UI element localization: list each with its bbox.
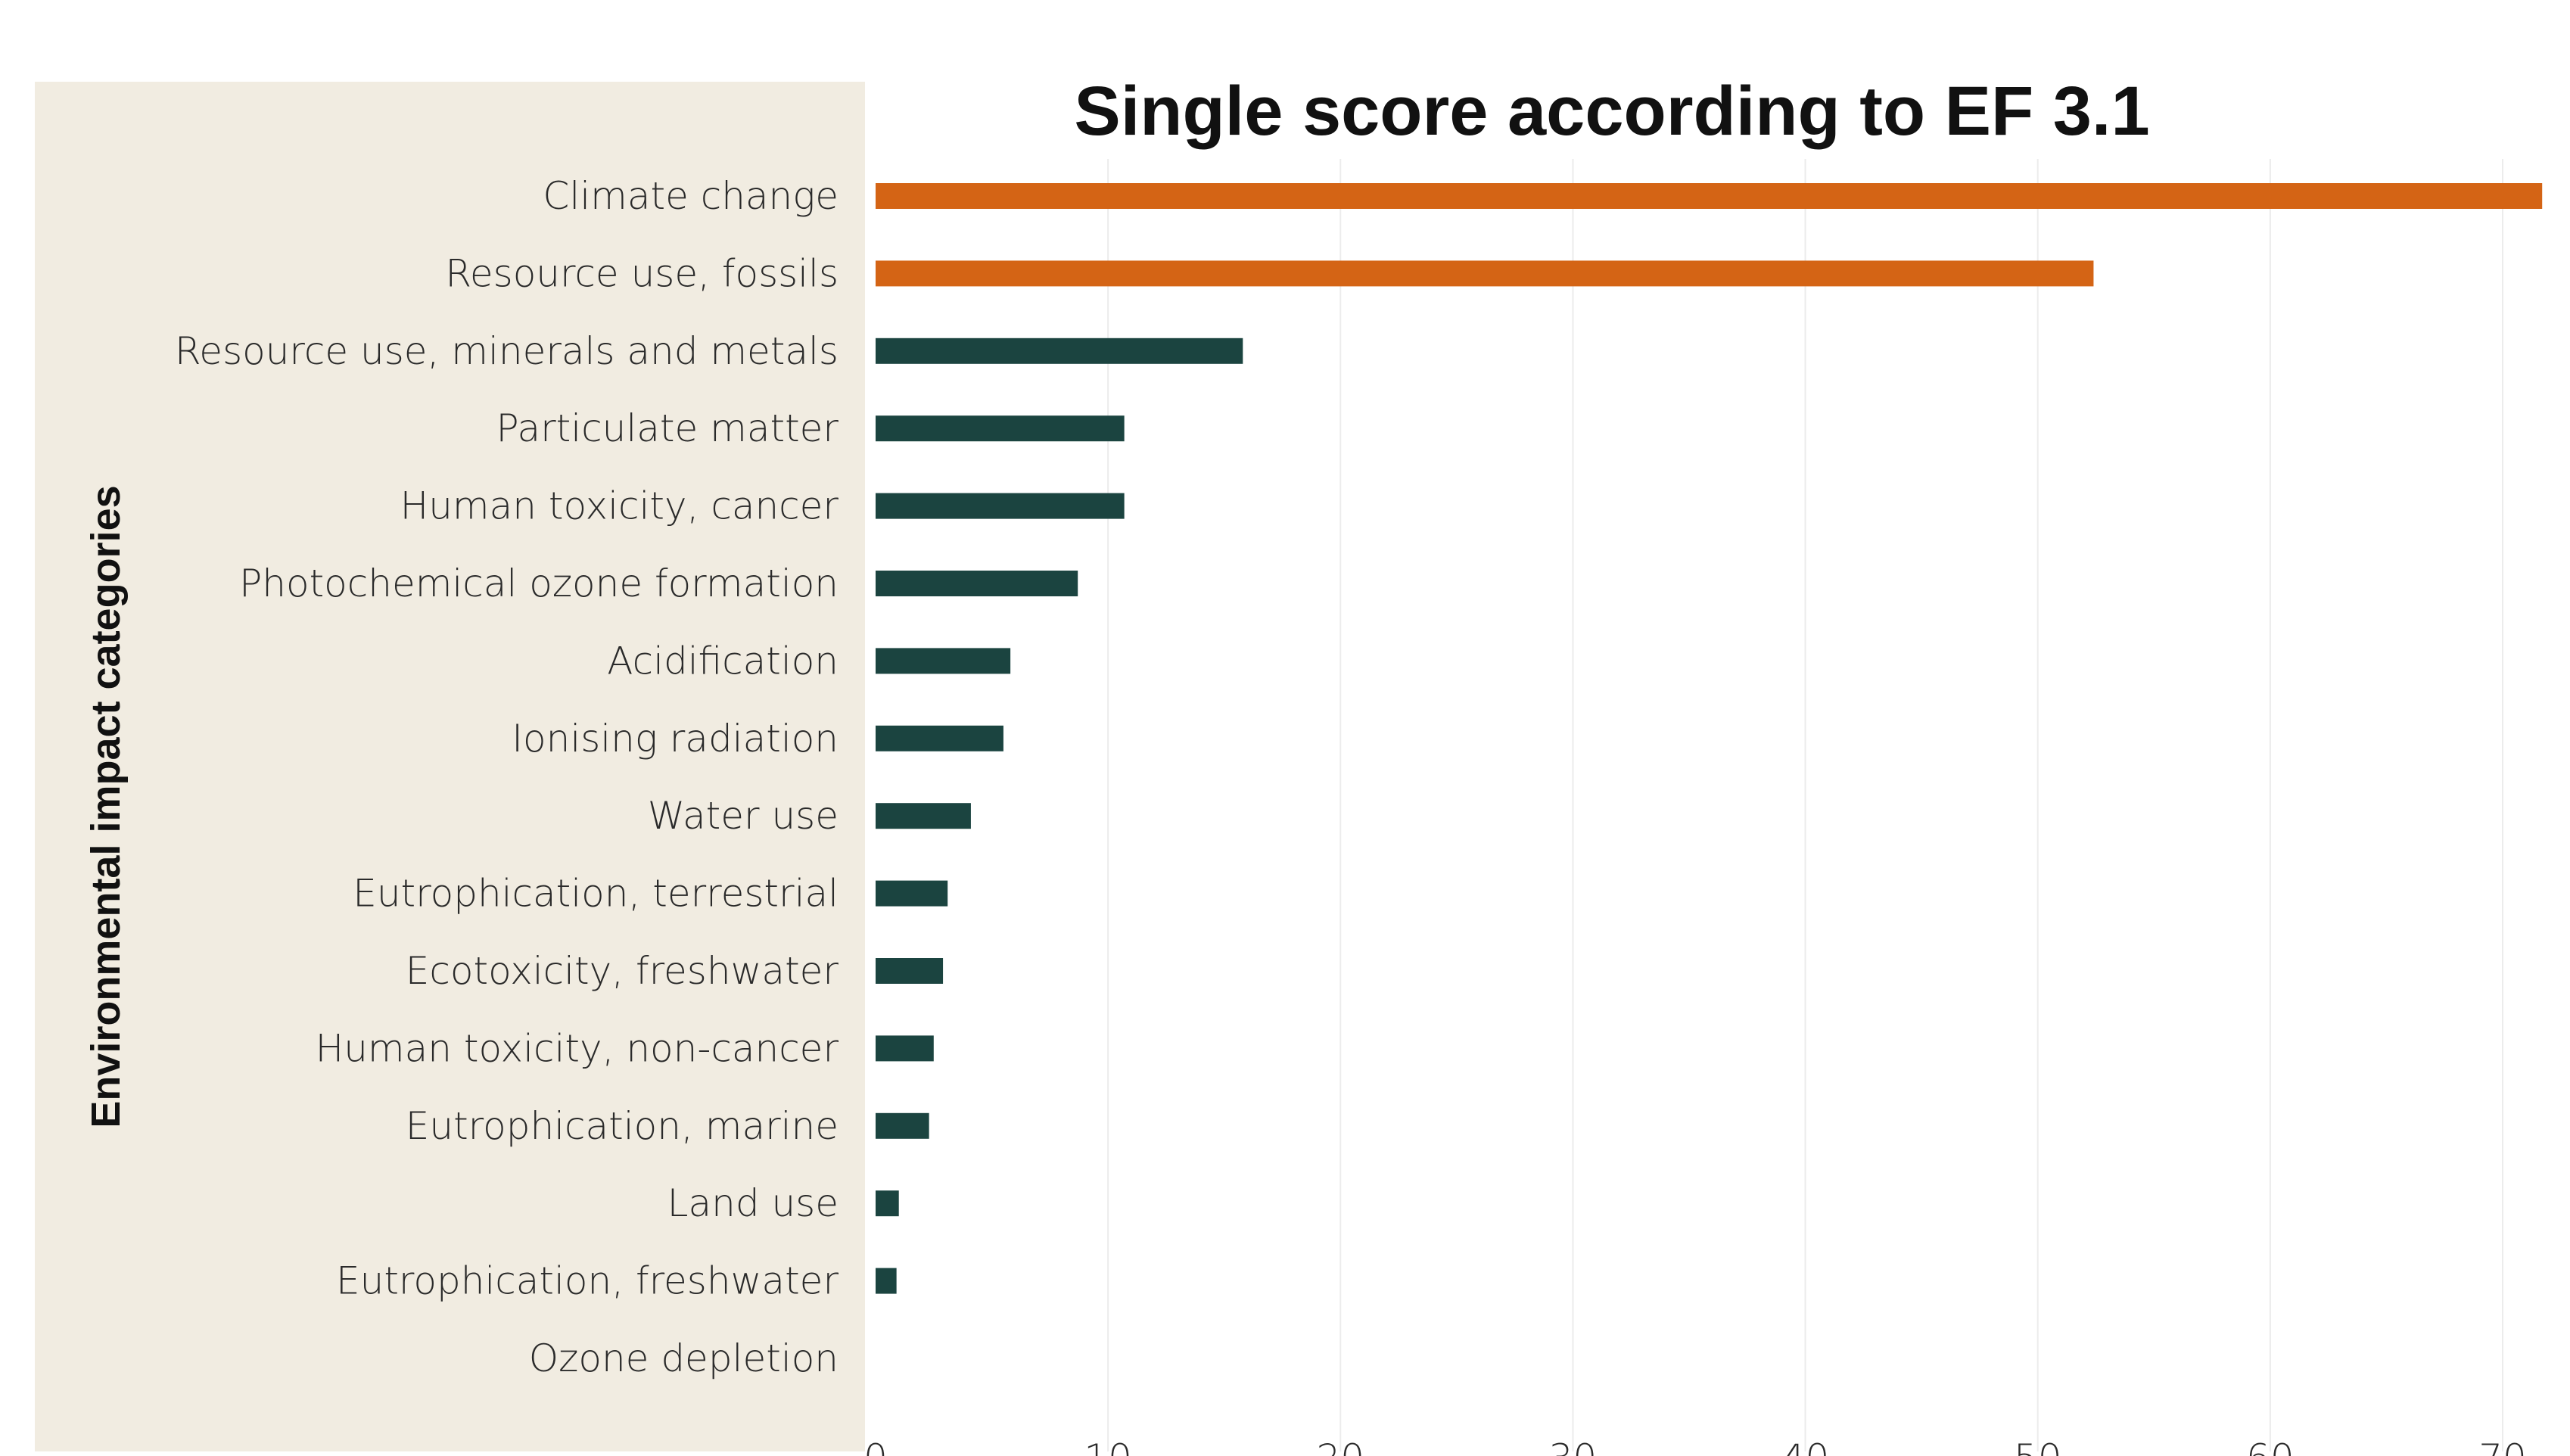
category-label: Acidification (607, 639, 839, 683)
category-label: Water use (648, 794, 839, 838)
category-label: Human toxicity, cancer (400, 484, 839, 528)
x-tick-label: 60 (2246, 1436, 2295, 1456)
bar (876, 1112, 929, 1139)
x-tick-label: 30 (1549, 1436, 1598, 1456)
x-tick-label: 50 (2014, 1436, 2062, 1456)
x-tick-label: 70 (2478, 1436, 2527, 1456)
bar (876, 880, 948, 907)
category-label: Eutrophication, marine (406, 1104, 839, 1148)
bar (876, 571, 1078, 596)
category-label: Eutrophication, freshwater (336, 1259, 839, 1303)
category-label: Photochemical ozone formation (239, 562, 839, 605)
bar (876, 958, 944, 984)
category-label: Land use (667, 1181, 839, 1225)
bar (876, 183, 2543, 209)
bar (876, 493, 1125, 519)
bar (876, 415, 1125, 442)
x-tick-label: 20 (1316, 1436, 1364, 1456)
category-label: Ecotoxicity, freshwater (406, 949, 839, 993)
bar (876, 1268, 897, 1294)
y-axis-label: Environmental impact categories (83, 485, 129, 1128)
category-label: Climate change (543, 174, 839, 218)
bar (876, 338, 1243, 364)
bar (876, 1035, 934, 1062)
bar (876, 260, 2094, 287)
x-axis-ticks: 0 10 20 30 40 50 60 70 (863, 1436, 2527, 1456)
bar (876, 803, 971, 829)
gridlines (1107, 159, 2503, 1451)
category-labels: Climate change Resource use, fossils Resou… (175, 174, 839, 1380)
category-label: Ozone depletion (529, 1336, 839, 1380)
category-label-panel (35, 82, 865, 1451)
bar (876, 1190, 899, 1217)
chart-title: Single score according to EF 3.1 (1074, 73, 2149, 150)
category-label: Particulate matter (496, 406, 839, 450)
x-tick-label: 40 (1781, 1436, 1830, 1456)
category-label: Resource use, minerals and metals (175, 329, 839, 373)
category-label: Eutrophication, terrestrial (353, 872, 839, 916)
bars (876, 183, 2543, 1294)
category-label: Ionising radiation (512, 717, 839, 761)
x-tick-label: 0 (863, 1436, 888, 1456)
bar (876, 725, 1003, 751)
category-label: Human toxicity, non-cancer (316, 1026, 839, 1070)
category-label: Resource use, fossils (445, 251, 839, 295)
x-tick-label: 10 (1084, 1436, 1132, 1456)
bar (876, 648, 1011, 674)
